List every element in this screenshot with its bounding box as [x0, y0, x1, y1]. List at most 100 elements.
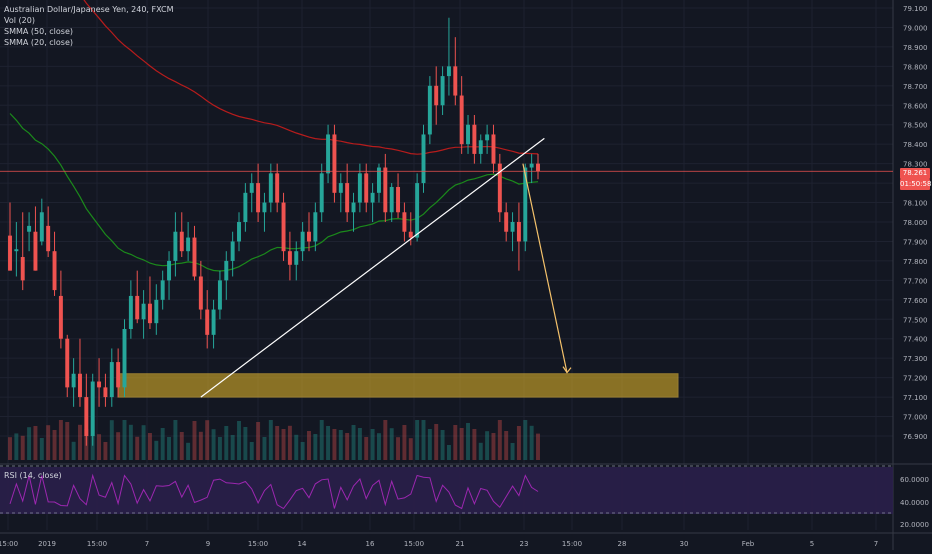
- candle-body: [338, 183, 343, 193]
- price-tick-label: 78.000: [903, 219, 928, 227]
- candle-body: [154, 299, 159, 324]
- volume-bar: [237, 421, 241, 460]
- volume-bar: [186, 442, 191, 460]
- price-tick-label: 77.200: [903, 375, 928, 383]
- volume-bar: [466, 423, 470, 460]
- candle-body: [179, 231, 184, 252]
- candle-body: [78, 373, 82, 398]
- candle-body: [147, 303, 152, 324]
- candle-body: [440, 76, 445, 106]
- time-tick-label: 5: [810, 540, 814, 548]
- candle-body: [192, 237, 197, 277]
- candle-body: [504, 212, 509, 232]
- candle-body: [8, 235, 12, 271]
- candle-body: [287, 251, 292, 265]
- volume-bar: [338, 430, 343, 460]
- volume-bar: [326, 426, 331, 460]
- candle-body: [262, 202, 267, 213]
- candle-body: [376, 167, 381, 193]
- time-tick-label: 15:00: [248, 540, 268, 548]
- volume-bar: [307, 431, 311, 460]
- candle-body: [237, 222, 241, 242]
- volume-bar: [173, 420, 178, 460]
- rsi-tick-label: 60.0000: [900, 476, 929, 484]
- volume-bar: [147, 433, 152, 460]
- time-tick-label: 14: [298, 540, 307, 548]
- smma-20-line: [9, 113, 539, 272]
- volume-bar: [224, 426, 229, 460]
- candle-body: [167, 260, 172, 281]
- price-tick-label: 77.700: [903, 277, 928, 285]
- projection-arrowhead: [562, 366, 572, 374]
- candle-body: [224, 260, 229, 281]
- price-tick-label: 78.400: [903, 141, 928, 149]
- candle-body: [141, 303, 146, 320]
- candle-body: [27, 225, 32, 232]
- indicator-volume-label[interactable]: Vol (20): [4, 16, 35, 25]
- volume-bar: [128, 424, 133, 460]
- price-tick-label: 78.100: [903, 200, 928, 208]
- candle-body: [364, 173, 369, 203]
- rsi-line: [9, 473, 539, 510]
- volume-bar: [300, 442, 305, 460]
- time-tick-label: 15:00: [0, 540, 18, 548]
- volume-bar: [396, 437, 401, 460]
- volume-bar: [71, 441, 76, 460]
- price-tick-label: 78.300: [903, 161, 928, 169]
- volume-bar: [491, 433, 496, 460]
- candle-body: [370, 192, 375, 203]
- volume-bar: [97, 434, 102, 460]
- indicator-smma50-label[interactable]: SMMA (50, close): [4, 27, 74, 36]
- rsi-tick-label: 40.0000: [900, 499, 929, 507]
- candle-body: [249, 183, 254, 193]
- volume-bar: [287, 425, 292, 460]
- symbol-title[interactable]: Australian Dollar/Japanese Yen, 240, FXC…: [4, 5, 174, 14]
- indicator-smma20-label[interactable]: SMMA (20, close): [4, 38, 74, 47]
- candle-body: [160, 280, 165, 300]
- volume-bar: [217, 437, 222, 460]
- volume-bar: [135, 436, 140, 460]
- price-tick-label: 79.100: [903, 5, 928, 13]
- candle-body: [135, 295, 140, 320]
- candle-body: [485, 134, 490, 141]
- candle-body: [326, 134, 331, 174]
- time-tick-label: 28: [618, 540, 627, 548]
- candle-body: [351, 202, 356, 213]
- candle-body: [421, 134, 426, 184]
- candle-body: [523, 167, 528, 242]
- volume-bar: [78, 424, 82, 460]
- candle-body: [389, 186, 394, 213]
- candle-body: [396, 186, 401, 213]
- volume-bar: [262, 437, 267, 460]
- candle-body: [46, 225, 51, 252]
- volume-bar: [319, 420, 324, 460]
- volume-bar: [58, 420, 63, 460]
- price-tick-label: 78.700: [903, 83, 928, 91]
- time-tick-label: 23: [520, 540, 529, 548]
- candle-body: [446, 66, 451, 77]
- candle-body: [510, 222, 515, 232]
- price-tick-label: 76.900: [903, 433, 928, 441]
- time-tick-label: 9: [206, 540, 210, 548]
- price-tick-label: 79.000: [903, 24, 928, 32]
- candle-body: [345, 183, 350, 213]
- candle-body: [173, 231, 178, 261]
- candle-body: [459, 95, 464, 145]
- time-tick-label: 7: [145, 540, 149, 548]
- volume-bar: [370, 429, 375, 460]
- volume-bar: [230, 435, 235, 460]
- volume-bar: [192, 421, 197, 460]
- price-tick-label: 78.600: [903, 102, 928, 110]
- candle-body: [516, 222, 521, 242]
- candle-body: [313, 212, 318, 242]
- price-tick-label: 78.500: [903, 122, 928, 130]
- volume-bar: [383, 420, 388, 460]
- volume-bar: [39, 438, 44, 460]
- rsi-legend[interactable]: RSI (14, close): [4, 471, 62, 480]
- volume-bar: [453, 425, 458, 460]
- volume-bar: [536, 433, 540, 460]
- price-tick-label: 78.900: [903, 44, 928, 52]
- volume-bar: [103, 442, 108, 460]
